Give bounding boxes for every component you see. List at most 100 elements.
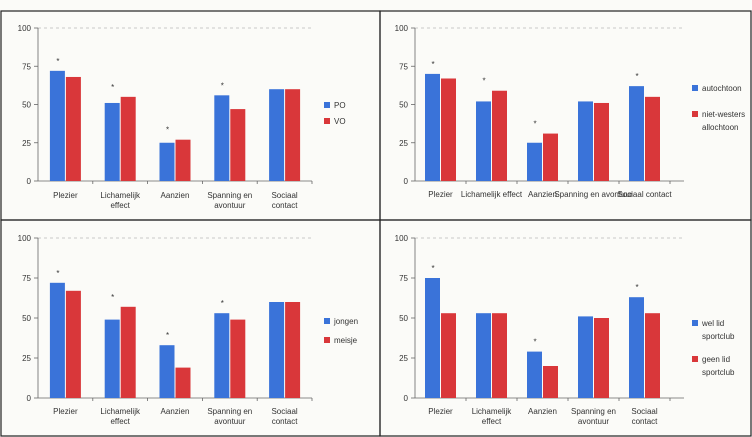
category-label-line: Plezier — [53, 407, 78, 416]
legend-label-line: autochtoon — [702, 84, 742, 93]
category-label-line: Sociaal — [271, 407, 297, 416]
y-tick-label: 75 — [399, 62, 408, 71]
y-tick-label: 100 — [395, 24, 409, 33]
category-label: Aanzien — [161, 191, 190, 200]
category-label-line: Lichamelijk — [100, 407, 141, 416]
category-label-line: effect — [110, 201, 130, 210]
category-label-line: Plezier — [53, 191, 78, 200]
legend-label-line: wel lid — [701, 319, 724, 328]
legend-swatch — [692, 111, 698, 117]
y-tick-label: 25 — [22, 139, 31, 148]
legend-swatch — [692, 85, 698, 91]
bar-series1 — [49, 70, 65, 181]
category-label-line: Lichamelijk — [100, 191, 141, 200]
bar-series2 — [65, 76, 81, 181]
category-label-line: avontuur — [214, 417, 245, 426]
legend-label: jongen — [333, 317, 358, 326]
legend-label-line: VO — [334, 117, 346, 126]
category-label-line: Spanning en — [207, 407, 252, 416]
significance-marker: * — [56, 57, 59, 66]
category-label-line: Aanzien — [161, 191, 190, 200]
bar-series2 — [441, 78, 456, 181]
y-tick-label: 50 — [399, 101, 408, 110]
bar-series1 — [629, 86, 644, 181]
chart-panel-school-type: 0 25 50 75 100 * Plezier * Lichamelijk effect * Aan… — [0, 10, 381, 221]
bar-series2 — [441, 313, 456, 398]
category-label: Sociaal contact — [617, 190, 672, 199]
y-tick-label: 25 — [399, 139, 408, 148]
category-label-line: Plezier — [428, 190, 453, 199]
bar-series1 — [527, 142, 542, 181]
y-tick-label: 75 — [22, 62, 31, 71]
significance-marker: * — [635, 72, 638, 81]
category-label: Plezier — [53, 407, 78, 416]
category-label: Lichamelijk effect — [100, 191, 141, 210]
bar-series2 — [285, 89, 301, 181]
bar-series1 — [629, 297, 644, 398]
bar-series1 — [214, 95, 230, 181]
bar-series1 — [49, 282, 65, 398]
legend-label-line: allochtoon — [702, 123, 738, 132]
y-tick-label: 0 — [404, 177, 409, 186]
legend-label-line: jongen — [333, 317, 358, 326]
category-label-line: effect — [482, 417, 502, 426]
category-label: Plezier — [53, 191, 78, 200]
category-label-line: Aanzien — [528, 190, 557, 199]
bar-series2 — [594, 102, 609, 181]
chart-panel-gender: 0 25 50 75 100 * Plezier * Lichamelijk effect * Aan… — [0, 219, 381, 437]
y-tick-label: 25 — [22, 354, 31, 363]
significance-marker: * — [482, 77, 485, 86]
panel-frame — [379, 219, 752, 437]
category-label-line: avontuur — [214, 201, 245, 210]
bar-series2 — [543, 366, 558, 398]
legend-label-line: niet-westers — [702, 110, 745, 119]
bar-series2 — [594, 318, 609, 398]
bar-series1 — [476, 101, 491, 181]
y-tick-label: 50 — [22, 101, 31, 110]
bar-series1 — [269, 302, 285, 398]
bar-series2 — [175, 139, 191, 181]
y-tick-label: 25 — [399, 354, 408, 363]
category-label-line: Spanning en — [571, 407, 616, 416]
category-label: Spanning en avontuur — [571, 407, 616, 426]
significance-marker: * — [533, 120, 536, 129]
category-label-line: Sociaal — [271, 191, 297, 200]
legend-swatch — [324, 118, 330, 124]
bar-series1 — [578, 316, 593, 398]
category-label: Aanzien — [161, 407, 190, 416]
category-label: Spanning en avontuur — [207, 407, 252, 426]
legend-label-line: PO — [334, 101, 346, 110]
y-tick-label: 100 — [18, 234, 32, 243]
bar-series2 — [120, 306, 136, 398]
legend-label: PO — [334, 101, 346, 110]
category-label: Sociaal contact — [631, 407, 658, 426]
category-label: Spanning en avontuur — [554, 190, 633, 199]
bar-series1 — [104, 102, 120, 181]
category-label: Plezier — [428, 407, 453, 416]
significance-marker: * — [166, 331, 169, 340]
bar-series2 — [492, 313, 507, 398]
y-tick-label: 50 — [22, 314, 31, 323]
chart-panel-sportclub: 0 25 50 75 100 * Plezier Lichamelijk effect * Aanz… — [379, 219, 752, 437]
bar-series1 — [578, 101, 593, 181]
category-label-line: Spanning en avontuur — [554, 190, 633, 199]
y-tick-label: 0 — [404, 394, 409, 403]
bar-series1 — [159, 345, 175, 398]
legend-swatch — [324, 337, 330, 343]
category-label-line: Sociaal — [631, 407, 657, 416]
legend-swatch — [692, 320, 698, 326]
category-label: Spanning en avontuur — [207, 191, 252, 210]
bar-series2 — [230, 109, 246, 181]
significance-marker: * — [111, 293, 114, 302]
bar-series1 — [425, 278, 440, 398]
bar-series1 — [425, 73, 440, 181]
category-label: Sociaal contact — [271, 191, 298, 210]
category-label-line: Spanning en — [207, 191, 252, 200]
bar-series2 — [285, 302, 301, 398]
legend-swatch — [692, 356, 698, 362]
legend-label: niet-westers allochtoon — [702, 110, 745, 132]
y-tick-label: 75 — [399, 274, 408, 283]
category-label: Lichamelijk effect — [100, 407, 141, 426]
significance-marker: * — [221, 299, 224, 308]
